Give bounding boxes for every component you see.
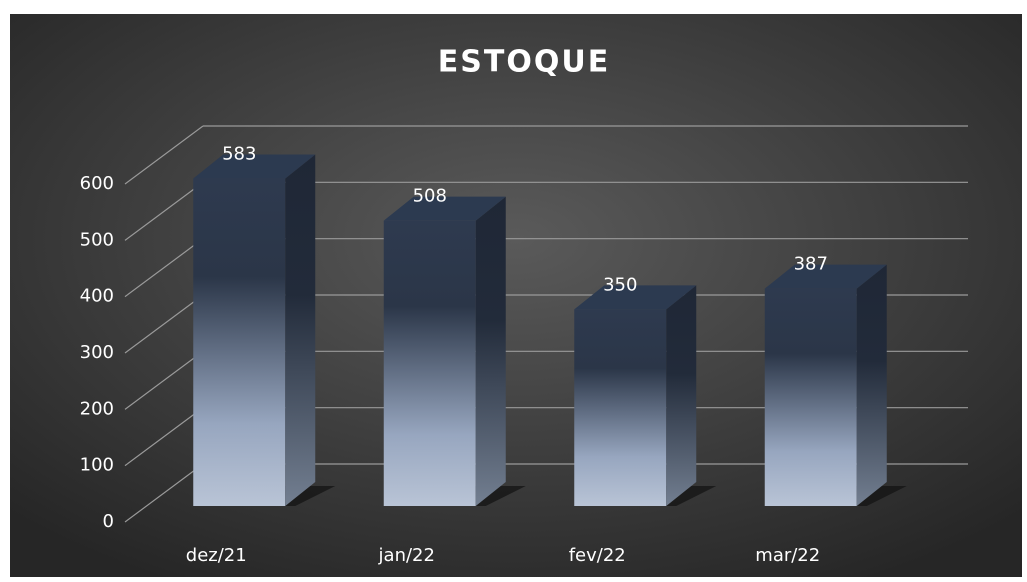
x-tick-label: dez/21 xyxy=(186,545,247,566)
y-tick-label: 0 xyxy=(103,511,114,532)
bar xyxy=(383,220,476,506)
chart-title: ESTOQUE xyxy=(438,45,610,80)
grid-line xyxy=(124,125,204,185)
x-tick-label: fev/22 xyxy=(569,545,626,566)
y-tick-label: 100 xyxy=(80,455,114,476)
bar-side xyxy=(856,264,887,506)
y-tick-label: 600 xyxy=(80,173,114,194)
bar xyxy=(193,178,286,506)
data-label: 583 xyxy=(222,144,256,165)
y-tick-label: 300 xyxy=(80,342,114,363)
data-label: 508 xyxy=(413,186,447,207)
y-tick-label: 200 xyxy=(80,398,114,419)
bar xyxy=(764,288,857,506)
bar-side xyxy=(475,196,506,506)
bar-side xyxy=(285,154,316,506)
bar-top xyxy=(574,285,697,310)
bar-top xyxy=(383,196,506,221)
bar xyxy=(574,309,667,506)
grid-line xyxy=(124,463,204,523)
bar-top xyxy=(193,154,316,179)
grid-line xyxy=(124,407,204,467)
grid-line xyxy=(124,294,204,354)
grid-line xyxy=(124,238,204,298)
bar-top xyxy=(764,264,887,289)
x-tick-label: jan/22 xyxy=(378,545,435,566)
bar-side xyxy=(666,285,697,506)
grid-line xyxy=(124,350,204,410)
data-label: 387 xyxy=(794,254,828,275)
x-tick-label: mar/22 xyxy=(755,545,820,566)
data-label: 350 xyxy=(603,274,637,295)
grid-line xyxy=(124,181,204,241)
y-tick-label: 500 xyxy=(80,229,114,250)
y-tick-label: 400 xyxy=(80,286,114,307)
